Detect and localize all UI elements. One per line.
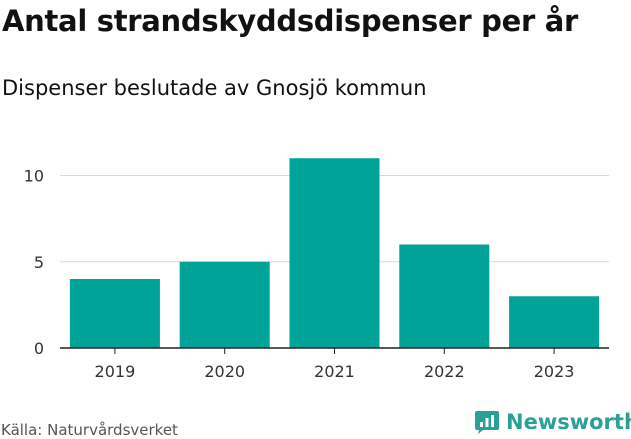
y-tick-label: 0	[34, 339, 44, 358]
x-tick-label: 2019	[95, 362, 136, 381]
bar	[289, 158, 380, 348]
x-tick-label: 2023	[534, 362, 575, 381]
brand-name: Newsworthy	[506, 410, 631, 434]
y-tick-label: 5	[34, 253, 44, 272]
newsworthy-chart-bubble-icon	[475, 411, 499, 434]
x-tick-label: 2022	[424, 362, 465, 381]
brand-logo: Newsworthy	[474, 409, 631, 435]
source-note: Källa: Naturvårdsverket	[1, 421, 178, 439]
x-tick-label: 2021	[314, 362, 355, 381]
bar	[509, 296, 600, 348]
bar-chart: 0 5 10 2019 2020 2021 2022 2023	[24, 158, 609, 381]
bar	[69, 279, 160, 348]
x-tick-label: 2020	[204, 362, 245, 381]
chart-subtitle: Dispenser beslutade av Gnosjö kommun	[2, 76, 427, 100]
bar	[179, 261, 270, 348]
y-tick-label: 10	[24, 167, 44, 186]
bar	[399, 244, 490, 348]
chart-title: Antal strandskyddsdispenser per år	[2, 4, 579, 38]
